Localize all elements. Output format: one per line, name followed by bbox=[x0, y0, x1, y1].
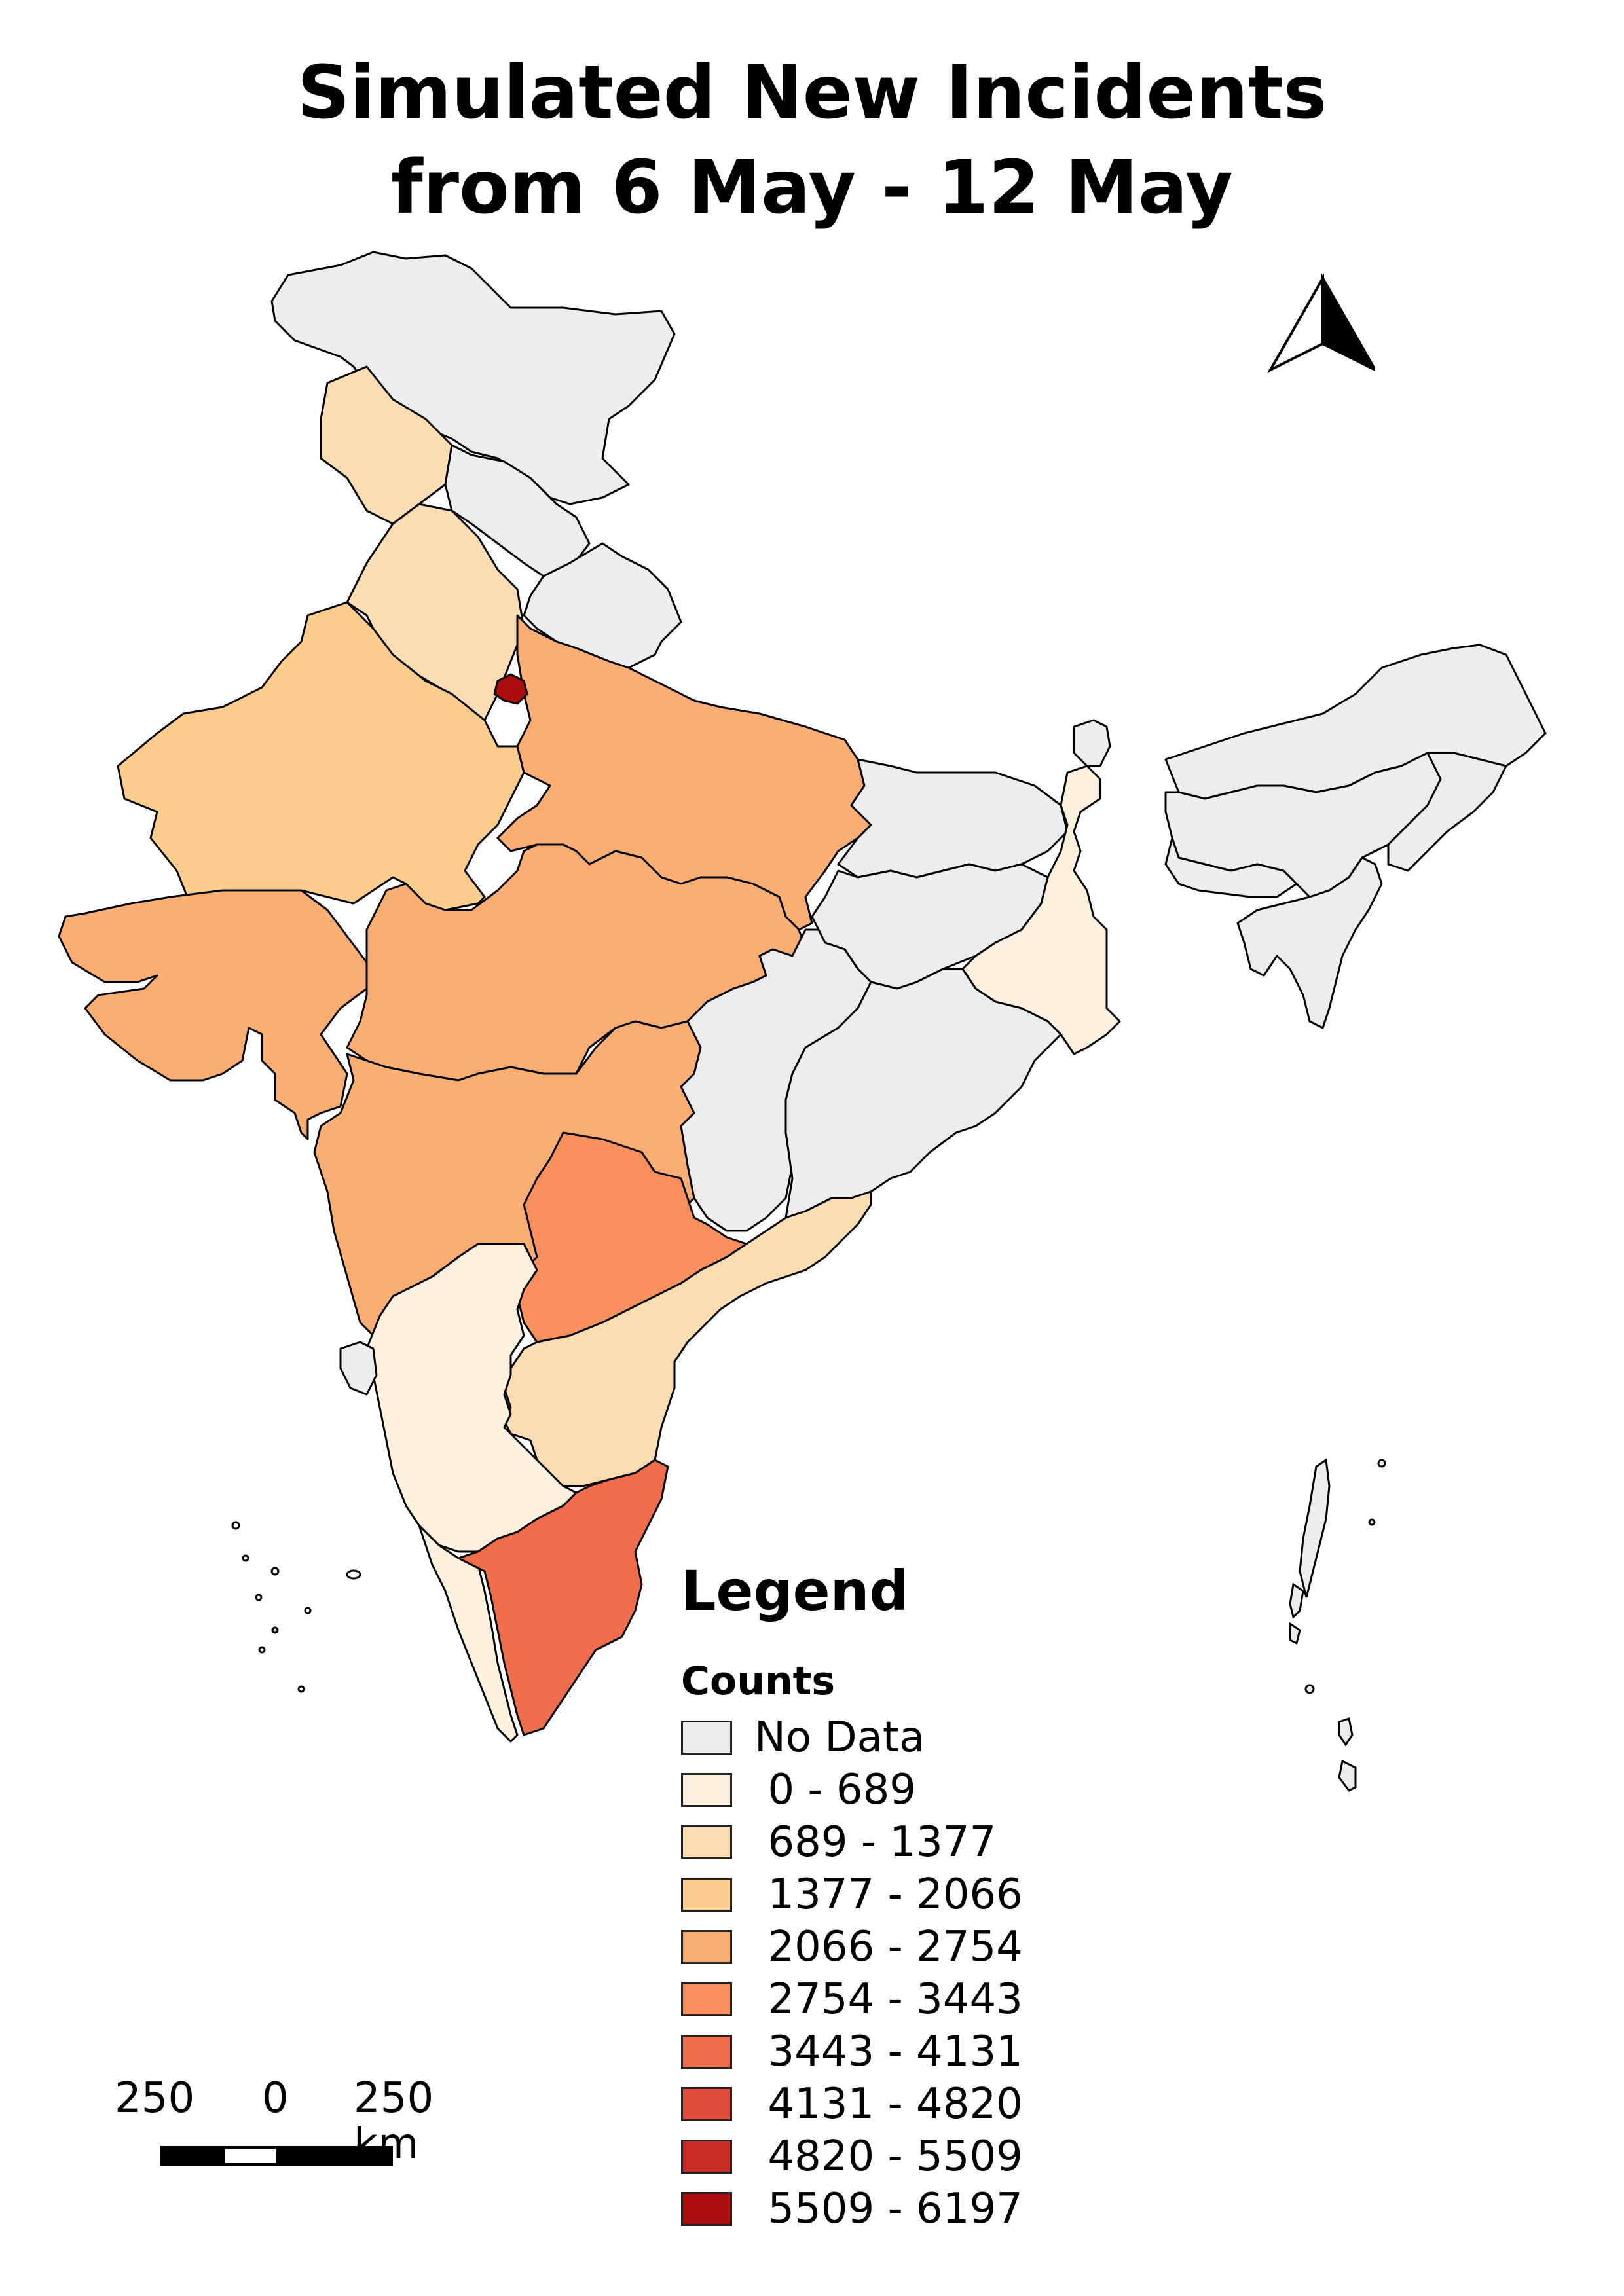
region-odisha[interactable] bbox=[784, 968, 1062, 1219]
legend-item: 3443 - 4131 bbox=[681, 2026, 1023, 2078]
legend-item: 0 - 689 bbox=[681, 1764, 1023, 1816]
legend-swatch bbox=[681, 1825, 732, 1859]
andaman-nicobar-islands bbox=[1289, 1458, 1386, 1792]
region-karnataka[interactable] bbox=[365, 1243, 578, 1553]
scale-segment-3 bbox=[278, 2146, 393, 2166]
legend-swatch bbox=[681, 2087, 732, 2121]
legend-label: 689 - 1377 bbox=[754, 1818, 997, 1867]
region-tripura-mizoram[interactable] bbox=[1236, 856, 1383, 1029]
region-meghalaya[interactable] bbox=[1164, 837, 1298, 898]
legend-item: 5509 - 6197 bbox=[681, 2183, 1023, 2235]
legend-item: 2754 - 3443 bbox=[681, 1973, 1023, 2026]
region-delhi[interactable] bbox=[493, 673, 528, 705]
scale-bar: 250 0 250 km bbox=[115, 2074, 434, 2167]
legend-list: No Data 0 - 689 689 - 1377 1377 - 2066 2… bbox=[681, 1711, 1023, 2235]
legend-item: 2066 - 2754 bbox=[681, 1921, 1023, 1973]
region-sikkim[interactable] bbox=[1073, 719, 1111, 767]
scale-segment-2 bbox=[223, 2146, 278, 2166]
scale-segment-1 bbox=[160, 2146, 223, 2166]
legend-label: 5509 - 6197 bbox=[754, 2185, 1023, 2233]
region-bihar[interactable] bbox=[837, 758, 1069, 879]
legend-label: 0 - 689 bbox=[754, 1766, 916, 1814]
region-goa[interactable] bbox=[339, 1341, 378, 1396]
legend-swatch bbox=[681, 1773, 732, 1807]
legend-swatch bbox=[681, 2140, 732, 2174]
region-uttarakhand[interactable] bbox=[523, 542, 682, 669]
region-gujarat[interactable] bbox=[58, 889, 368, 1140]
legend-label: 4820 - 5509 bbox=[754, 2132, 1023, 2181]
legend-title: Legend bbox=[681, 1559, 909, 1623]
legend-label: 2754 - 3443 bbox=[754, 1975, 1023, 2024]
legend-item: 4820 - 5509 bbox=[681, 2130, 1023, 2183]
legend-swatch bbox=[681, 1878, 732, 1912]
legend-item: 4131 - 4820 bbox=[681, 2078, 1023, 2130]
legend-item: 1377 - 2066 bbox=[681, 1868, 1023, 1921]
legend-label: 1377 - 2066 bbox=[754, 1870, 1023, 1919]
region-west-bengal[interactable] bbox=[961, 765, 1121, 1055]
legend-subtitle: Counts bbox=[681, 1658, 836, 1704]
scale-label-left: 250 bbox=[115, 2074, 195, 2123]
legend-swatch bbox=[681, 2035, 732, 2069]
legend-swatch bbox=[681, 1721, 732, 1755]
legend-swatch bbox=[681, 2192, 732, 2226]
lakshadweep-islands bbox=[231, 1521, 361, 1693]
legend-swatch bbox=[681, 1930, 732, 1964]
region-rajasthan[interactable] bbox=[117, 601, 525, 911]
scale-labels: 250 0 250 km bbox=[115, 2074, 434, 2167]
legend-label: 3443 - 4131 bbox=[754, 2028, 1023, 2076]
legend-label: 2066 - 2754 bbox=[754, 1923, 1023, 1971]
scale-bar-graphic bbox=[160, 2146, 393, 2166]
map-title-line-2: from 6 May - 12 May bbox=[390, 145, 1234, 230]
legend-swatch bbox=[681, 1982, 732, 2016]
map-legend: Legend Counts No Data 0 - 689 689 - 1377… bbox=[681, 1558, 1023, 2235]
legend-item: No Data bbox=[681, 1711, 1023, 1764]
region-tamil-nadu[interactable] bbox=[457, 1459, 669, 1736]
legend-label: No Data bbox=[754, 1713, 925, 1762]
scale-label-zero: 0 bbox=[262, 2074, 289, 2123]
map-title: Simulated New Incidents from 6 May - 12 … bbox=[0, 46, 1624, 236]
scale-label-right: 250 km bbox=[354, 2074, 434, 2168]
map-title-line-1: Simulated New Incidents bbox=[297, 50, 1327, 136]
region-north-east[interactable] bbox=[1387, 752, 1507, 872]
north-arrow-icon bbox=[1266, 273, 1375, 373]
legend-label: 4131 - 4820 bbox=[754, 2080, 1023, 2128]
legend-item: 689 - 1377 bbox=[681, 1816, 1023, 1868]
